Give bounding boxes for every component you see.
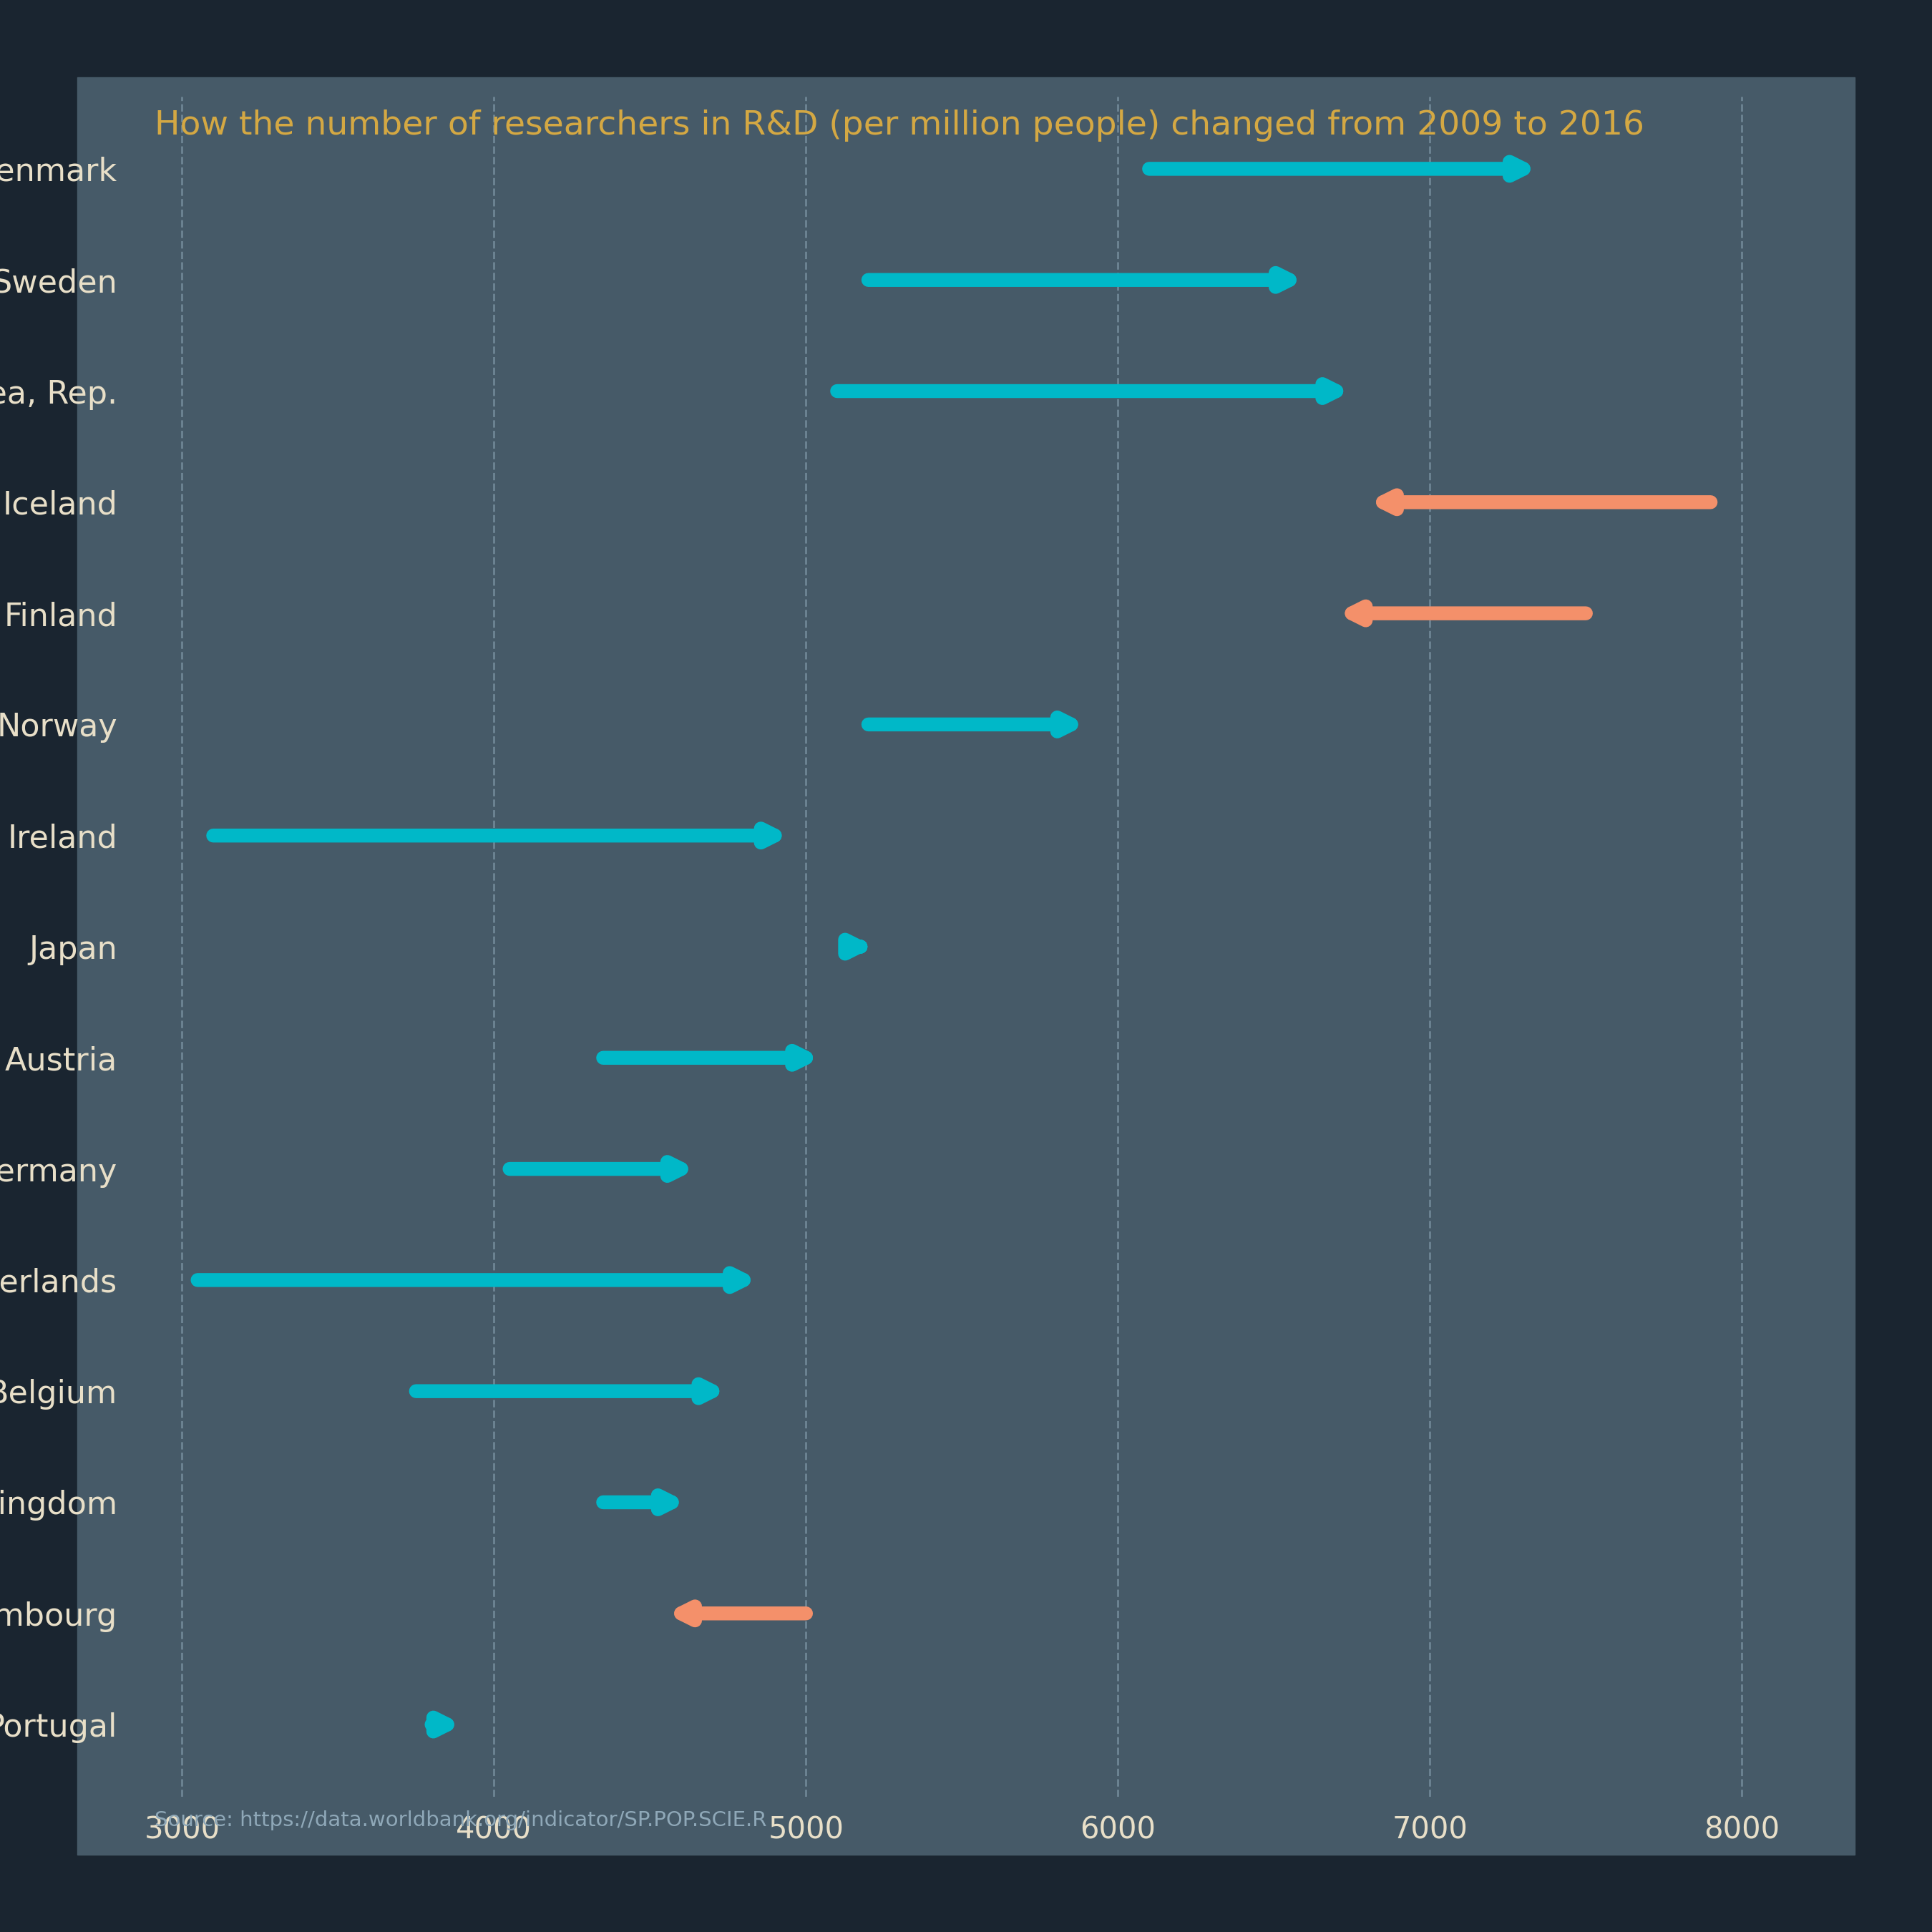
Text: Source: https://data.worldbank.org/indicator/SP.POP.SCIE.R: Source: https://data.worldbank.org/indic… (155, 1810, 767, 1830)
Text: How the number of researchers in R&D (per million people) changed from 2009 to 2: How the number of researchers in R&D (pe… (155, 110, 1644, 141)
